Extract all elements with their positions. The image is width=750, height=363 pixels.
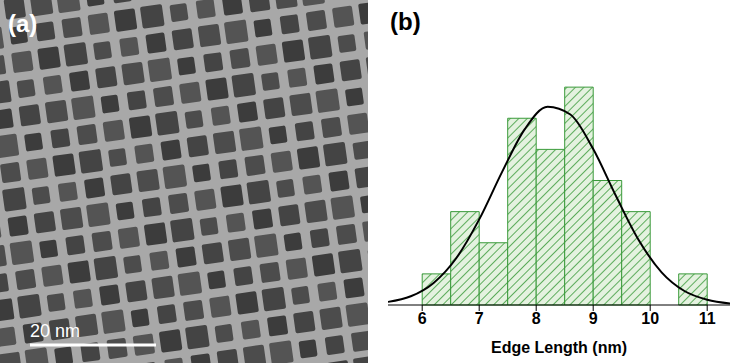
svg-text:Edge Length (nm): Edge Length (nm) xyxy=(491,339,627,356)
svg-text:20 nm: 20 nm xyxy=(30,321,80,341)
svg-text:10: 10 xyxy=(641,310,659,327)
svg-text:6: 6 xyxy=(418,310,427,327)
svg-text:7: 7 xyxy=(475,310,484,327)
svg-text:11: 11 xyxy=(699,310,716,327)
html-text:(b): (b) xyxy=(390,8,421,35)
svg-text:(a): (a) xyxy=(8,10,37,37)
svg-text:9: 9 xyxy=(589,310,598,327)
svg-text:8: 8 xyxy=(532,310,541,327)
